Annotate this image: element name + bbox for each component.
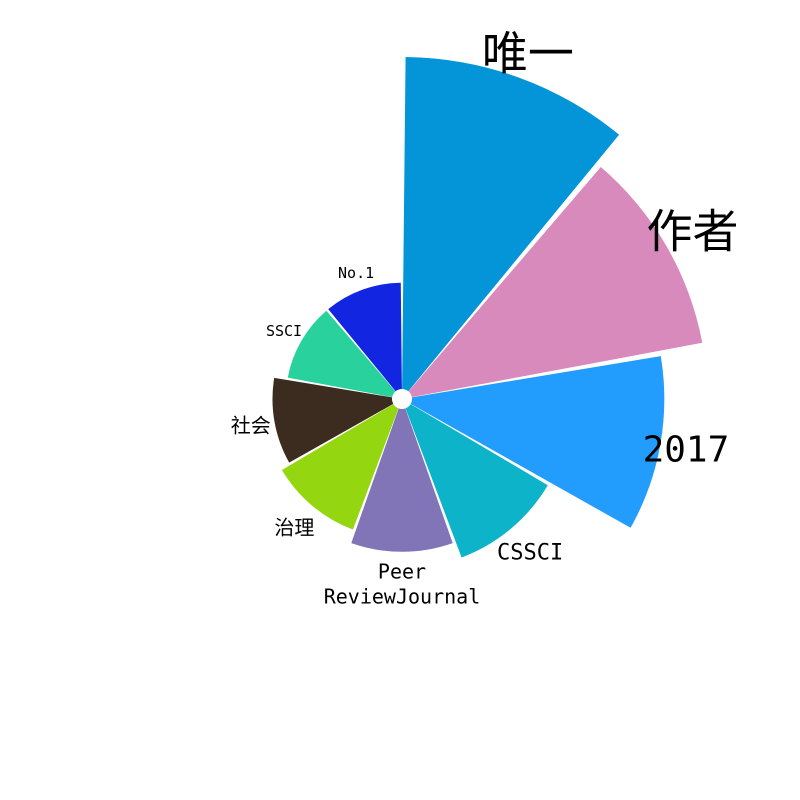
bar-wedge-5 <box>351 408 453 552</box>
bar-wedge-3 <box>410 356 665 528</box>
category-label-line: 治理 <box>274 515 314 539</box>
category-label-2: 作者 <box>647 204 739 258</box>
category-label-9: No.1 <box>338 264 374 282</box>
category-label-1: 唯一 <box>482 26 574 80</box>
category-label-5: Peer ReviewJournal <box>324 559 481 608</box>
category-label-line: Peer <box>378 559 426 583</box>
bar-wedge-9 <box>328 282 402 392</box>
category-label-line: ReviewJournal <box>324 584 481 608</box>
category-label-line: 2017 <box>643 430 730 471</box>
category-label-4: CSSCI <box>497 540 563 565</box>
wedges-layer <box>272 57 703 558</box>
bar-wedge-8 <box>287 310 396 398</box>
category-label-line: SSCI <box>266 322 302 340</box>
category-label-line: 社会 <box>231 414 271 438</box>
bar-wedge-6 <box>281 404 399 530</box>
category-label-7: 社会 <box>231 414 271 438</box>
bar-wedge-2 <box>408 167 703 398</box>
category-label-line: CSSCI <box>497 540 563 565</box>
bar-wedge-4 <box>405 404 548 558</box>
bar-wedge-1 <box>402 57 620 392</box>
category-label-3: 2017 <box>643 430 730 471</box>
category-label-line: 作者 <box>647 204 739 258</box>
category-label-6: 治理 <box>274 515 314 539</box>
category-label-8: SSCI <box>266 322 302 340</box>
bar-wedge-7 <box>272 377 394 463</box>
category-label-line: No.1 <box>338 264 374 282</box>
category-label-line: 唯一 <box>482 26 574 80</box>
